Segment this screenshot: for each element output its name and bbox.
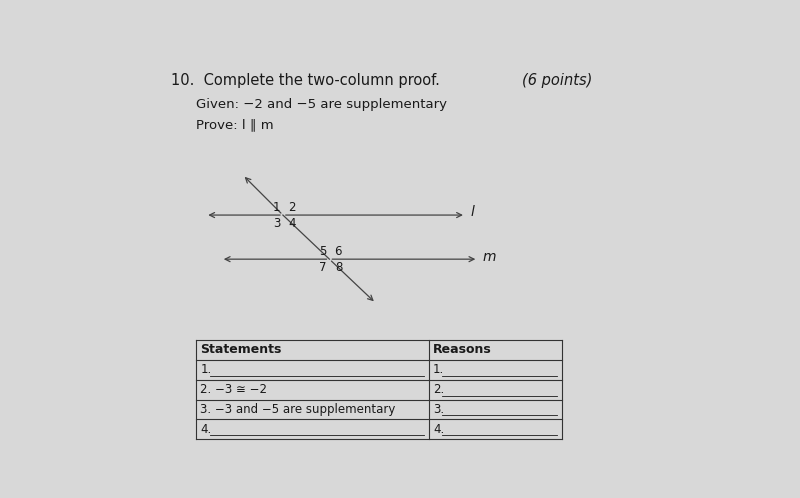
- Text: 10.  Complete the two-column proof.: 10. Complete the two-column proof.: [171, 73, 440, 88]
- Text: 3. −3 and −5 are supplementary: 3. −3 and −5 are supplementary: [201, 403, 396, 416]
- Text: 1: 1: [272, 201, 280, 214]
- Text: 6: 6: [334, 245, 342, 257]
- Text: 3: 3: [273, 217, 281, 230]
- Text: 2: 2: [288, 201, 295, 214]
- Text: l: l: [470, 205, 474, 220]
- Text: Prove: l ∥ m: Prove: l ∥ m: [196, 118, 274, 131]
- Text: 1.: 1.: [201, 363, 212, 376]
- Text: 3.: 3.: [433, 403, 444, 416]
- Text: 1.: 1.: [433, 363, 444, 376]
- Text: 2. −3 ≅ −2: 2. −3 ≅ −2: [201, 383, 267, 396]
- Text: Statements: Statements: [201, 343, 282, 356]
- Text: Reasons: Reasons: [433, 343, 492, 356]
- Text: (6 points): (6 points): [522, 73, 592, 88]
- Text: 5: 5: [319, 245, 326, 257]
- Text: 2.: 2.: [433, 383, 444, 396]
- Text: Given: −2 and −5 are supplementary: Given: −2 and −5 are supplementary: [196, 98, 447, 111]
- Text: 8: 8: [335, 260, 342, 274]
- Text: 7: 7: [319, 260, 327, 274]
- Text: 4.: 4.: [433, 423, 444, 436]
- Text: 4.: 4.: [201, 423, 212, 436]
- Text: 4: 4: [289, 217, 296, 230]
- Text: m: m: [482, 250, 496, 264]
